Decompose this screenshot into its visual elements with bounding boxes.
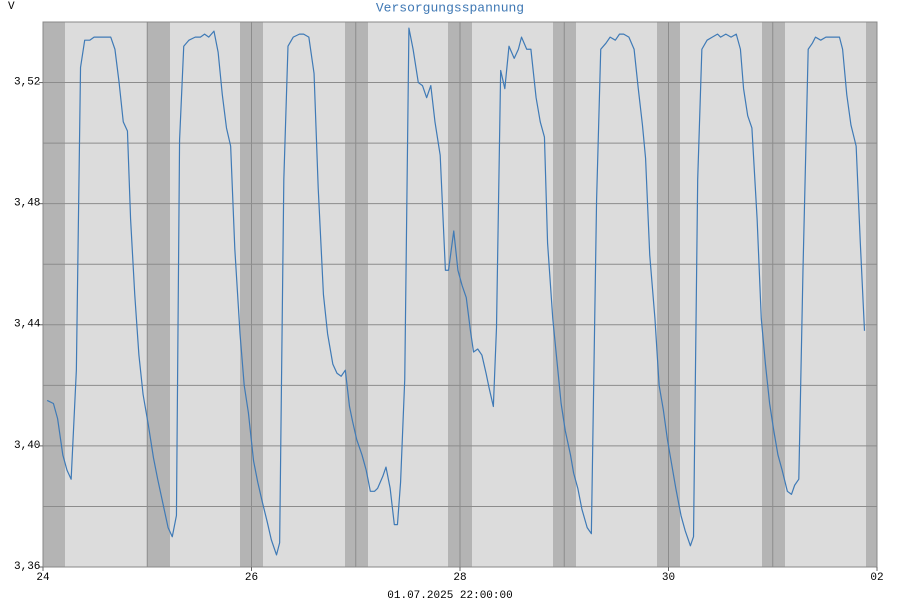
- night-band: [147, 22, 170, 567]
- y-tick-label: 3,44: [14, 319, 41, 331]
- night-band: [762, 22, 785, 567]
- grid: [43, 22, 877, 567]
- x-tick-label: 26: [245, 572, 258, 584]
- chart-title: Versorgungsspannung: [376, 0, 524, 15]
- voltage-line: [46, 27, 866, 556]
- night-band: [866, 22, 877, 567]
- y-tick-label: 3,36: [14, 561, 40, 573]
- x-tick-label: 24: [36, 572, 50, 584]
- y-tick-label: 3,52: [14, 76, 40, 88]
- night-band: [345, 22, 368, 567]
- night-band: [43, 22, 65, 567]
- y-tick-label: 3,48: [14, 198, 40, 210]
- x-tick-label: 02: [870, 572, 883, 584]
- marks: [46, 27, 866, 556]
- x-tick-label: 28: [453, 572, 466, 584]
- labels: 3,36 3,40 3,44 3,48 3,52 24 26 28 30 02: [14, 76, 884, 583]
- y-axis-label: V: [8, 1, 15, 13]
- x-tick-label: 30: [662, 572, 675, 584]
- y-tick-label: 3,40: [14, 440, 40, 452]
- x-axis-label: 01.07.2025 22:00:00: [387, 590, 512, 600]
